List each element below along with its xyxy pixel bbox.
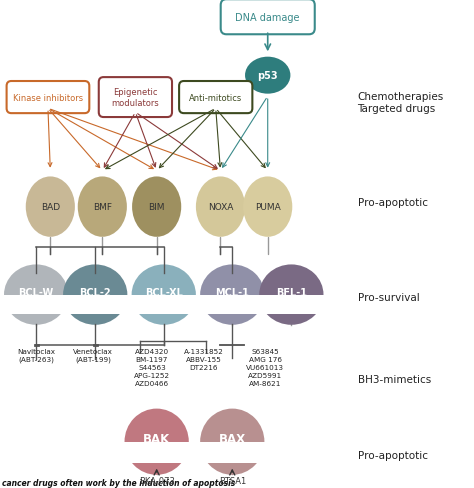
Text: PUMA: PUMA <box>255 203 281 212</box>
Ellipse shape <box>200 409 264 475</box>
Bar <box>61 295 130 315</box>
Text: Navitoclax
(ABT-263): Navitoclax (ABT-263) <box>17 348 55 363</box>
Ellipse shape <box>26 177 75 237</box>
Text: cancer drugs often work by the induction of apoptosis: cancer drugs often work by the induction… <box>1 478 235 487</box>
Ellipse shape <box>200 265 264 325</box>
Text: Anti-mitotics: Anti-mitotics <box>189 93 242 102</box>
Text: Epigenetic
modulators: Epigenetic modulators <box>111 88 159 108</box>
Text: BCL-W: BCL-W <box>18 287 54 297</box>
Bar <box>198 442 267 463</box>
Ellipse shape <box>245 58 291 95</box>
Text: AZD4320
BM-1197
S44563
APG-1252
AZD0466: AZD4320 BM-1197 S44563 APG-1252 AZD0466 <box>134 348 170 386</box>
FancyBboxPatch shape <box>221 0 315 35</box>
Text: BKA-073: BKA-073 <box>139 476 174 485</box>
Text: DNA damage: DNA damage <box>236 13 300 22</box>
Ellipse shape <box>4 265 68 325</box>
Text: Venetoclax
(ABT-199): Venetoclax (ABT-199) <box>73 348 113 363</box>
Ellipse shape <box>63 265 128 325</box>
Text: Pro-survival: Pro-survival <box>357 292 419 302</box>
Text: A-1331852
ABBV-155
DT2216: A-1331852 ABBV-155 DT2216 <box>184 348 224 370</box>
Ellipse shape <box>259 265 323 325</box>
Text: BCL-2: BCL-2 <box>80 287 111 297</box>
Ellipse shape <box>78 177 127 237</box>
Text: BCL-XL: BCL-XL <box>145 287 182 297</box>
Bar <box>1 295 71 315</box>
Bar <box>122 442 191 463</box>
Bar <box>129 295 198 315</box>
Ellipse shape <box>125 409 189 475</box>
Text: Kinase inhibitors: Kinase inhibitors <box>13 93 83 102</box>
Text: Pro-apoptotic: Pro-apoptotic <box>357 450 428 460</box>
Ellipse shape <box>132 177 181 237</box>
FancyBboxPatch shape <box>7 82 89 114</box>
Text: Pro-apoptotic: Pro-apoptotic <box>357 197 428 207</box>
Text: MCL-1: MCL-1 <box>215 287 249 297</box>
FancyBboxPatch shape <box>99 78 172 118</box>
Text: BFL-1: BFL-1 <box>276 287 307 297</box>
Ellipse shape <box>196 177 245 237</box>
Ellipse shape <box>243 177 292 237</box>
Bar <box>257 295 326 315</box>
Bar <box>198 295 267 315</box>
Text: p53: p53 <box>257 71 278 81</box>
FancyBboxPatch shape <box>179 82 252 114</box>
Text: BTSA1: BTSA1 <box>219 476 246 485</box>
Text: NOXA: NOXA <box>208 203 233 212</box>
Ellipse shape <box>132 265 196 325</box>
Text: BIM: BIM <box>148 203 165 212</box>
Text: BH3-mimetics: BH3-mimetics <box>357 375 431 385</box>
Text: BAX: BAX <box>219 432 246 445</box>
Text: S63845
AMG 176
VU661013
AZD5991
AM-8621: S63845 AMG 176 VU661013 AZD5991 AM-8621 <box>246 348 284 386</box>
Text: BAK: BAK <box>143 432 170 445</box>
Text: Chemotherapies
Targeted drugs: Chemotherapies Targeted drugs <box>357 92 444 114</box>
Text: BAD: BAD <box>41 203 60 212</box>
Text: BMF: BMF <box>93 203 112 212</box>
